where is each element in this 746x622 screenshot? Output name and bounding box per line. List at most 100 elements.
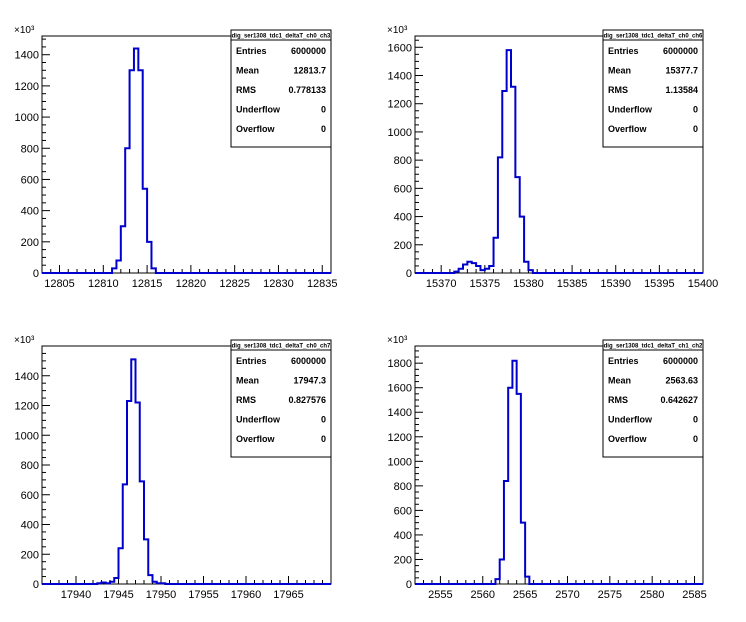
y-exponent-label: ×10³: [387, 335, 408, 346]
histogram-panel: 0 200 400 600 800 1000 1200 1400 1600 1800 ×10³ 255…: [387, 335, 707, 601]
y-tick-label: 1200: [15, 81, 39, 93]
stats-value: 0: [321, 124, 326, 134]
y-tick-label: 1000: [388, 127, 412, 139]
stats-key: RMS: [236, 395, 256, 405]
y-tick-label: 400: [394, 212, 412, 224]
y-exponent-label: ×10³: [14, 335, 35, 346]
x-tick-label: 12820: [176, 278, 207, 290]
y-tick-label: 1400: [15, 50, 39, 62]
y-tick-label: 600: [21, 490, 39, 502]
y-tick-label: 800: [394, 481, 412, 493]
x-tick-label: 15400: [688, 278, 719, 290]
histogram-outline: [415, 359, 703, 585]
histogram-name: dig_ser1308_tdc1_deltaT_ch1_ch2: [604, 344, 703, 350]
x-tick-label: 2560: [471, 589, 495, 601]
x-tick-label: 2555: [428, 589, 452, 601]
x-tick-label: 17955: [188, 589, 219, 601]
stats-value: 1.13584: [665, 85, 698, 95]
histogram-bin: [134, 48, 138, 273]
y-tick-label: 600: [21, 174, 39, 186]
stats-key: RMS: [608, 395, 628, 405]
stats-key: Mean: [236, 376, 259, 386]
histogram-name: dig_ser1308_tdc1_deltaT_ch0_ch7: [232, 344, 331, 350]
x-tick-label: 12805: [44, 278, 75, 290]
x-tick-label: 12830: [263, 278, 294, 290]
y-tick-label: 200: [21, 549, 39, 561]
y-tick-label: 800: [21, 143, 39, 155]
x-tick-label: 2570: [555, 589, 579, 601]
stats-box: [602, 339, 704, 458]
stats-value: 0: [693, 434, 698, 444]
stats-value: 0: [321, 415, 326, 425]
stats-key: Entries: [236, 356, 267, 366]
stats-key: Overflow: [608, 124, 648, 134]
y-tick-label: 200: [21, 237, 39, 249]
stats-value: 0: [321, 105, 326, 115]
stats-key: Mean: [608, 376, 631, 386]
x-tick-label: 15385: [557, 278, 588, 290]
stats-value: 15377.7: [665, 66, 698, 76]
stats-value: 0: [693, 124, 698, 134]
y-tick-label: 0: [33, 268, 39, 280]
y-tick-label: 0: [33, 579, 39, 591]
histogram-name: dig_ser1308_tdc1_deltaT_ch0_ch6: [604, 34, 703, 40]
stats-key: Mean: [608, 66, 631, 76]
stats-key: Underflow: [608, 415, 653, 425]
stats-key: Overflow: [236, 434, 276, 444]
x-tick-label: 2585: [682, 589, 706, 601]
stats-key: RMS: [236, 85, 256, 95]
y-tick-label: 600: [394, 183, 412, 195]
stats-value: 0.778133: [288, 85, 326, 95]
stats-value: 17947.3: [293, 376, 326, 386]
stats-key: Entries: [608, 46, 639, 56]
x-tick-label: 12810: [88, 278, 119, 290]
y-tick-label: 1600: [388, 383, 412, 395]
y-tick-label: 1200: [15, 401, 39, 413]
stats-key: Entries: [236, 46, 267, 56]
stats-key: Entries: [608, 356, 639, 366]
stats-value: 0: [693, 105, 698, 115]
y-tick-label: 400: [21, 520, 39, 532]
stats-value: 0: [693, 415, 698, 425]
histogram-panel: 0 200 400 600 800 1000 1200 1400 ×10³ 17940 17945 1…: [14, 335, 332, 601]
y-tick-label: 1200: [388, 432, 412, 444]
histogram-panel: 0 200 400 600 800 1000 1200 1400 1600 ×10³ 15370 15…: [387, 25, 718, 290]
stats-value: 2563.63: [665, 376, 698, 386]
y-tick-label: 1000: [388, 456, 412, 468]
stats-key: Underflow: [236, 105, 281, 115]
stats-value: 0: [321, 434, 326, 444]
x-tick-label: 2580: [640, 589, 664, 601]
y-tick-label: 200: [394, 240, 412, 252]
y-tick-label: 400: [21, 206, 39, 218]
y-tick-label: 0: [406, 579, 412, 591]
x-tick-label: 15380: [513, 278, 544, 290]
x-tick-label: 17965: [273, 589, 304, 601]
y-tick-label: 1200: [388, 99, 412, 111]
y-tick-label: 800: [394, 155, 412, 167]
y-tick-label: 1400: [15, 371, 39, 383]
x-tick-label: 17960: [231, 589, 262, 601]
stats-value: 0.642627: [660, 395, 698, 405]
y-tick-label: 1400: [388, 407, 412, 419]
stats-box: [230, 339, 332, 458]
y-tick-label: 1400: [388, 71, 412, 83]
y-tick-label: 400: [394, 530, 412, 542]
stats-key: Overflow: [236, 124, 276, 134]
stats-box: [602, 29, 704, 148]
stats-value: 6000000: [663, 356, 698, 366]
x-tick-label: 15395: [644, 278, 675, 290]
stats-key: Underflow: [608, 105, 653, 115]
stats-value: 12813.7: [293, 66, 326, 76]
stats-value: 6000000: [291, 356, 326, 366]
y-tick-label: 800: [21, 460, 39, 472]
y-tick-label: 200: [394, 554, 412, 566]
stats-box: [230, 29, 332, 148]
x-tick-label: 15390: [600, 278, 631, 290]
x-tick-label: 17945: [103, 589, 134, 601]
y-tick-label: 1000: [15, 430, 39, 442]
histogram-outline: [415, 49, 703, 274]
y-tick-label: 0: [406, 268, 412, 280]
x-tick-label: 15375: [470, 278, 501, 290]
x-tick-label: 15370: [426, 278, 457, 290]
